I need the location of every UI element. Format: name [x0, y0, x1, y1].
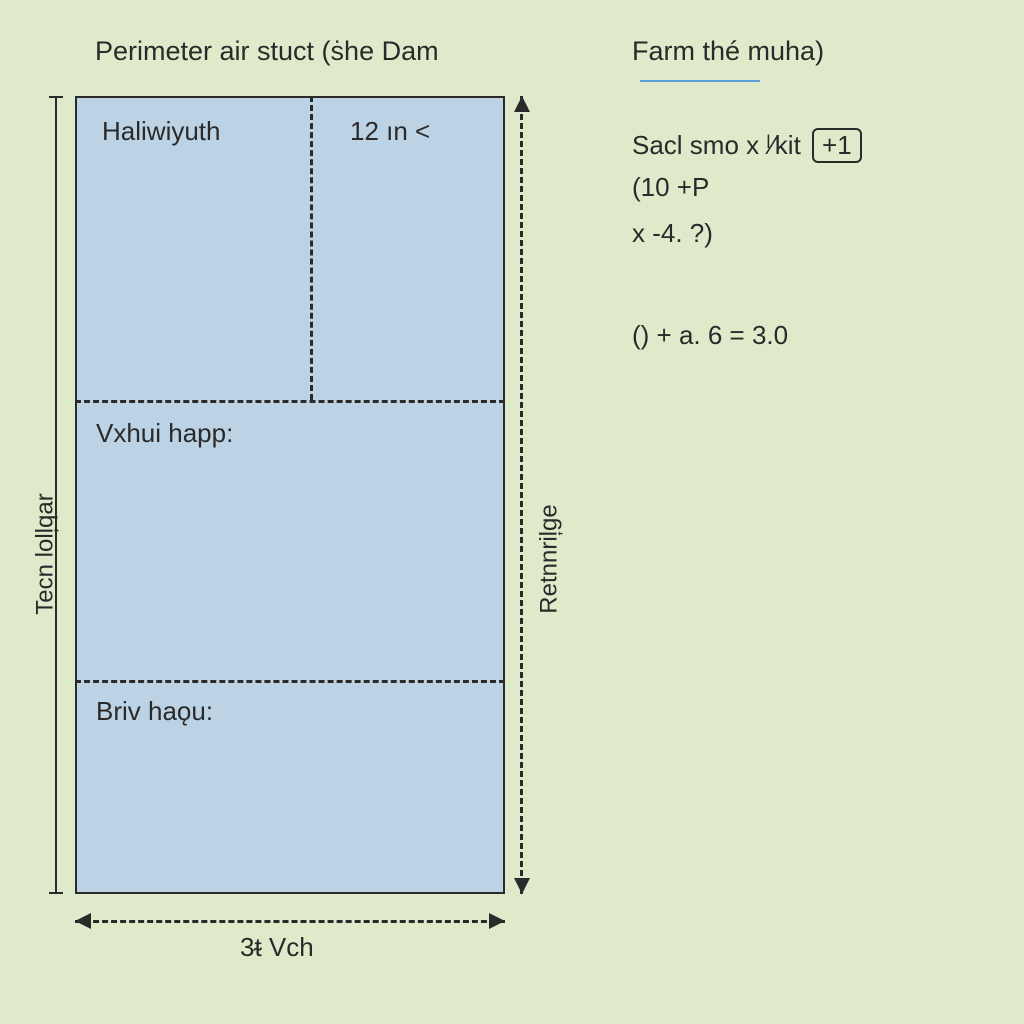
- hdash-2: [75, 680, 505, 683]
- cell-bottom-label: Briv haǫu:: [96, 696, 213, 727]
- equation-line-1: Sacl smo x ˡ⁄kit +1: [632, 128, 862, 163]
- eq1-prefix: Sacl smo x ˡ⁄kit: [632, 130, 801, 160]
- cell-top-right-label: 12 ın <: [350, 116, 430, 147]
- left-dim-cap-bottom: [49, 892, 63, 894]
- vdash-1: [310, 96, 313, 400]
- bottom-dimension-line: [75, 920, 505, 923]
- title-left: Perimeter air stuct (ṡhe Dam: [95, 36, 439, 67]
- cell-mid-label: Vxhui happ:: [96, 418, 233, 449]
- equation-line-3: x -4. ?): [632, 218, 713, 249]
- hdash-1: [75, 400, 505, 403]
- right-dimension-line: [520, 96, 523, 894]
- main-rectangle: [75, 96, 505, 894]
- equation-line-4: () + a. 6 = 3.0: [632, 320, 788, 351]
- title-right: Farm thé muha): [632, 36, 824, 67]
- title-underline: [640, 80, 760, 82]
- arrow-left-icon: [75, 913, 91, 929]
- arrow-down-icon: [514, 878, 530, 894]
- eq1-box: +1: [812, 128, 862, 163]
- right-dimension-label: Retnnril͎ge: [536, 504, 564, 613]
- left-dimension-label: Tecn loll̩qar: [32, 493, 60, 614]
- arrow-right-icon: [489, 913, 505, 929]
- arrow-up-icon: [514, 96, 530, 112]
- bottom-dimension-label: 3ᵵ Vch: [240, 932, 314, 963]
- equation-line-2: (10 +P: [632, 172, 709, 203]
- cell-top-left-label: Haliwiyuth: [102, 116, 221, 147]
- left-dim-cap-top: [49, 96, 63, 98]
